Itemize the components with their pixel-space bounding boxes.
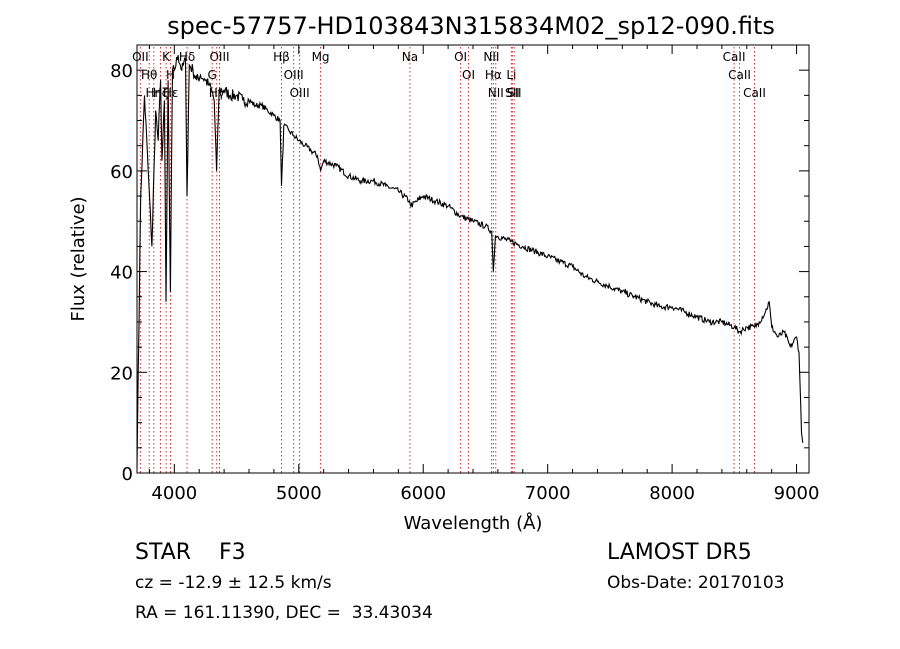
obs-date-label: Obs-Date: 20170103 <box>607 573 785 593</box>
redshift-label: cz = -12.9 ± 12.5 km/s <box>135 573 332 593</box>
x-tick-label: 5000 <box>276 483 322 504</box>
spectral-line-label: OI <box>454 50 467 64</box>
y-tick-label: 40 <box>110 263 133 284</box>
spectral-line-label: Hα <box>485 68 502 82</box>
spectral-line-label: Hθ <box>141 68 157 82</box>
spectral-line-label: G <box>208 68 217 82</box>
spectral-line-label: OIII <box>290 86 310 100</box>
spectral-line-label: Hβ <box>273 50 290 64</box>
subclass-label: F3 <box>219 540 246 565</box>
plot-frame <box>136 44 810 474</box>
x-tick-label: 8000 <box>649 483 695 504</box>
spectral-line-label: CaII <box>723 50 746 64</box>
spectral-line-label: NII <box>483 50 499 64</box>
spectral-line-label: NII <box>488 86 504 100</box>
spectral-line-label: Li <box>506 68 516 82</box>
class-gap <box>191 540 219 565</box>
spectral-line-label: Mg <box>312 50 330 64</box>
x-tick-label: 9000 <box>774 483 820 504</box>
spectral-line-markers: OIIHθHηHζKHHεHδOIIIGHγHβOIIIOIIIMgNaOIOI… <box>132 47 766 473</box>
x-tick-label: 6000 <box>400 483 446 504</box>
y-axis-label: Flux (relative) <box>68 196 89 321</box>
y-tick-label: 80 <box>110 61 133 82</box>
spectral-line-label: SII <box>505 86 520 100</box>
spectral-line-label: Hδ <box>179 50 195 64</box>
spectral-line-label: OIII <box>284 68 304 82</box>
y-tick-label: 0 <box>122 464 133 485</box>
spectrum-line <box>136 55 804 469</box>
axes: 4000 5000 6000 7000 8000 9000 0 20 40 60 80 <box>110 45 819 504</box>
x-axis-label: Wavelength (Å) <box>404 512 543 534</box>
spectral-line-label: Hη <box>145 86 162 100</box>
spectral-line-label: Na <box>402 50 418 64</box>
x-tick-label: 4000 <box>151 483 197 504</box>
spectral-line-label: SII <box>507 86 522 100</box>
class-label: STAR <box>135 540 192 565</box>
chart-title: spec-57757-HD103843N315834M02_sp12-090.f… <box>167 12 775 40</box>
spectral-line-label: CaII <box>743 86 766 100</box>
spectrum-series <box>136 55 804 469</box>
spectral-line-label: K <box>162 50 171 64</box>
survey-label: LAMOST DR5 <box>607 540 752 565</box>
spectral-line-label: CaII <box>728 68 751 82</box>
spectral-line-label: OI <box>462 68 475 82</box>
spectral-line-label: OII <box>132 50 149 64</box>
x-tick-label: 7000 <box>525 483 571 504</box>
spectral-line-label: Hε <box>163 86 179 100</box>
y-tick-label: 60 <box>110 162 133 183</box>
object-class: STAR F3 <box>135 540 246 565</box>
coordinates-label: RA = 161.11390, DEC = 33.43034 <box>135 603 433 623</box>
spectral-line-label: OIII <box>209 50 229 64</box>
y-tick-label: 20 <box>110 363 133 384</box>
